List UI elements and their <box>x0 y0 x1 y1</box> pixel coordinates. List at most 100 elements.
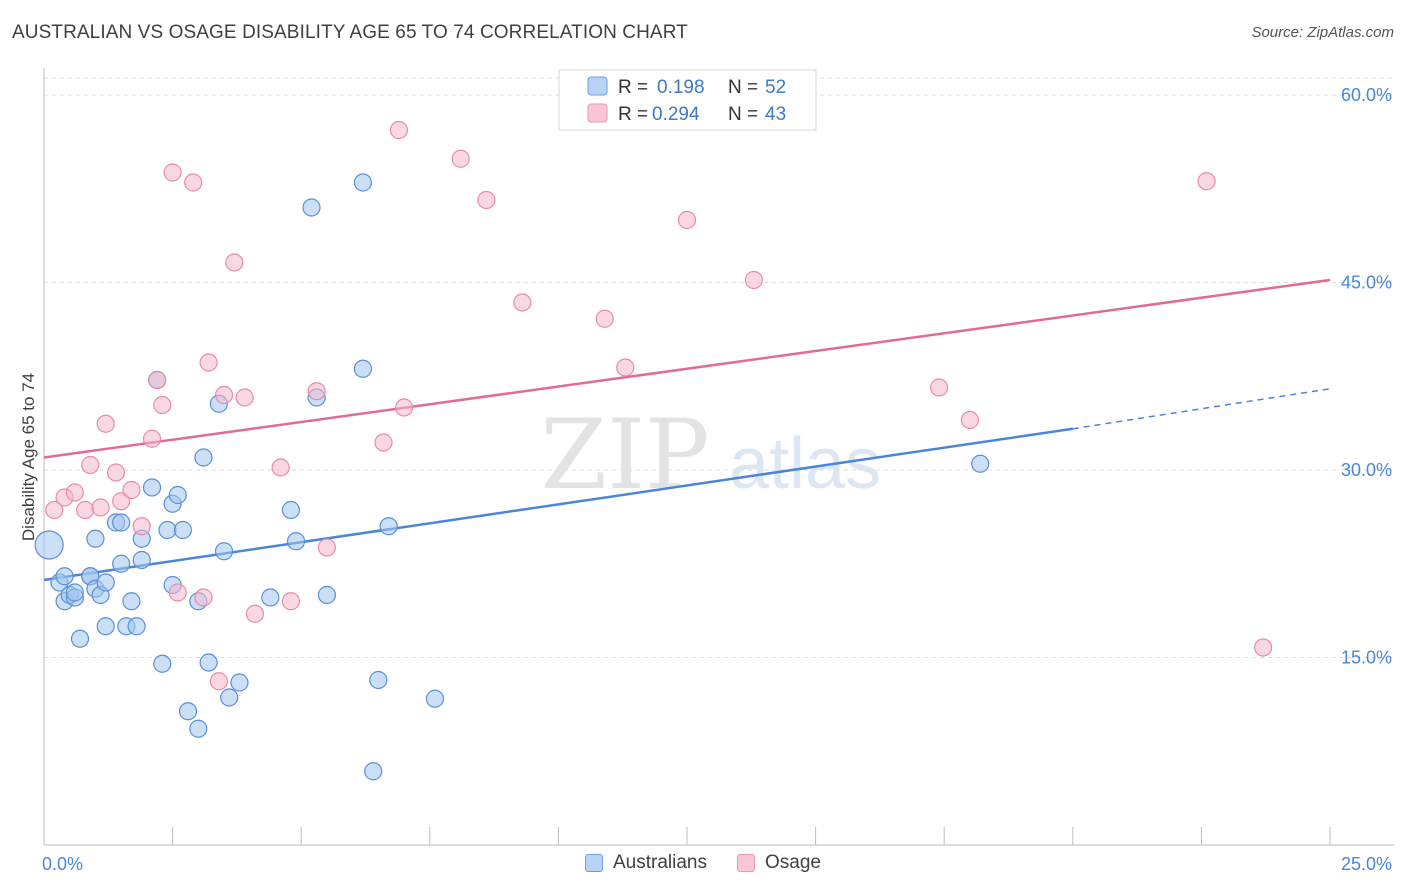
point-osage-36 <box>677 210 697 230</box>
point-australians-7 <box>70 629 90 648</box>
legend-label-osage: Osage <box>765 852 821 873</box>
point-australians-52 <box>971 454 990 473</box>
gridlines <box>44 77 1394 658</box>
point-australians-50 <box>379 517 398 536</box>
trendline-australians-extension <box>1072 388 1331 430</box>
data-points <box>34 120 1273 781</box>
legend-label-australians: Australians <box>613 852 707 873</box>
point-osage-27 <box>317 538 337 557</box>
point-australians-38 <box>220 688 239 707</box>
legend-n-label-australians: N = <box>728 77 758 98</box>
point-osage-18 <box>199 353 218 372</box>
legend-r-value-australians: 0.198 <box>657 77 705 98</box>
point-osage-34 <box>595 309 614 328</box>
point-australians-20 <box>127 617 146 636</box>
legend-n-label-osage: N = <box>728 104 758 125</box>
legend-swatch-australians-bottom <box>585 854 603 872</box>
point-australians-2 <box>55 567 74 586</box>
point-osage-28 <box>374 433 393 452</box>
point-osage-8 <box>112 492 131 511</box>
point-australians-16 <box>112 513 131 532</box>
point-australians-25 <box>153 654 172 673</box>
point-osage-20 <box>214 385 234 405</box>
point-osage-31 <box>451 149 470 168</box>
point-osage-23 <box>245 604 265 623</box>
point-osage-5 <box>91 498 110 517</box>
point-australians-34 <box>194 448 213 467</box>
source-credit: Source: ZipAtlas.com <box>1251 24 1394 41</box>
point-osage-7 <box>106 463 126 482</box>
point-osage-16 <box>184 173 203 192</box>
stats-legend: R = 0.198 N = 52 R = 0.294 N = 43 <box>558 69 817 131</box>
trendlines <box>43 278 1331 582</box>
point-osage-40 <box>1197 172 1216 191</box>
point-australians-48 <box>364 762 383 781</box>
point-osage-2 <box>65 483 84 502</box>
point-australians-42 <box>286 532 306 551</box>
point-australians-46 <box>353 359 373 378</box>
point-australians-30 <box>173 520 192 540</box>
point-osage-37 <box>744 270 763 290</box>
point-australians-47 <box>353 173 373 192</box>
legend-r-label-australians: R = <box>618 77 648 98</box>
y-axis-label: Disability Age 65 to 74 <box>19 373 38 541</box>
legend-n-value-osage: 43 <box>765 104 786 125</box>
point-osage-3 <box>76 500 95 520</box>
tick-labels: 15.0% 30.0% 45.0% 60.0% 0.0% 25.0% <box>42 85 1392 874</box>
point-osage-33 <box>513 293 532 312</box>
legend-swatch-australians <box>587 76 608 96</box>
point-australians-26 <box>158 520 177 540</box>
point-australians-11 <box>86 529 105 548</box>
point-osage-17 <box>194 588 213 607</box>
point-osage-11 <box>142 429 162 448</box>
point-osage-25 <box>281 592 301 611</box>
watermark-atlas: atlas <box>729 424 881 504</box>
point-osage-26 <box>307 382 326 401</box>
trendline-osage <box>43 278 1331 459</box>
point-osage-38 <box>929 378 949 397</box>
point-osage-35 <box>616 358 635 377</box>
legend-item-australians: Australians <box>585 852 707 874</box>
point-osage-10 <box>132 517 151 536</box>
legend-r-value-osage: 0.294 <box>652 104 700 125</box>
y-tick-label-30: 30.0% <box>1341 460 1392 480</box>
point-australians-13 <box>96 573 115 592</box>
point-osage-29 <box>389 120 409 140</box>
point-australians-0 <box>34 530 64 560</box>
chart-title: AUSTRALIAN VS OSAGE DISABILITY AGE 65 TO… <box>12 22 688 43</box>
watermark: ZIP atlas <box>540 399 881 511</box>
point-australians-19 <box>122 592 141 611</box>
point-osage-12 <box>148 370 167 390</box>
y-tick-label-60: 60.0% <box>1341 85 1392 105</box>
point-osage-6 <box>96 414 115 433</box>
point-australians-39 <box>230 673 249 692</box>
legend-swatch-osage-bottom <box>737 854 755 872</box>
point-osage-21 <box>225 253 244 272</box>
point-australians-37 <box>214 542 234 561</box>
point-australians-32 <box>189 719 208 738</box>
point-australians-23 <box>142 478 162 497</box>
point-australians-6 <box>65 583 84 602</box>
series-legend: Australians Osage <box>0 852 1406 874</box>
point-osage-15 <box>168 583 187 602</box>
point-australians-35 <box>199 653 218 672</box>
point-osage-4 <box>81 455 100 475</box>
point-australians-17 <box>112 554 131 573</box>
point-australians-40 <box>261 588 280 607</box>
point-osage-9 <box>122 480 141 500</box>
point-osage-39 <box>960 410 980 430</box>
point-osage-30 <box>394 398 414 417</box>
point-osage-14 <box>163 163 182 182</box>
point-australians-43 <box>302 198 321 217</box>
x-tick-label-25: 25.0% <box>1341 854 1392 874</box>
trendline-australians <box>43 427 1073 582</box>
axes <box>43 68 1394 846</box>
legend-item-osage: Osage <box>737 852 821 874</box>
legend-r-label-osage: R = <box>618 104 648 125</box>
point-osage-32 <box>477 190 496 210</box>
point-osage-24 <box>271 458 290 477</box>
point-australians-14 <box>96 617 115 636</box>
watermark-zip: ZIP <box>540 399 709 511</box>
point-osage-41 <box>1254 638 1273 657</box>
